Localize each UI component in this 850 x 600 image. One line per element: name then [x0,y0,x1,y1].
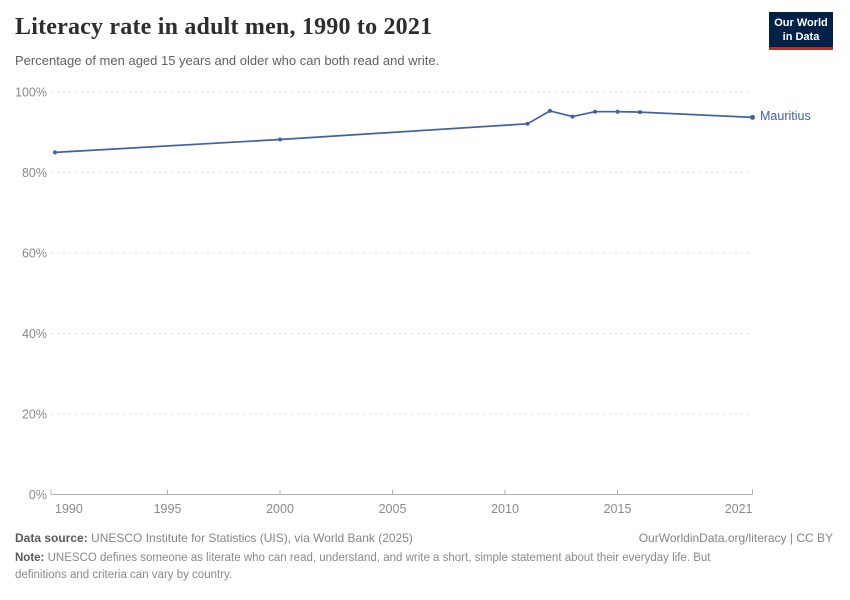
x-tick-label: 2010 [491,502,519,516]
data-point[interactable] [53,150,57,155]
y-tick-label: 40% [22,327,47,341]
data-source-value[interactable]: UNESCO Institute for Statistics (UIS), v… [91,531,413,545]
data-point[interactable] [593,109,597,114]
y-tick-label: 80% [22,166,47,180]
entity-label-mauritius[interactable]: Mauritius [760,109,811,124]
owid-url-license-link[interactable]: OurWorldinData.org/literacy | CC BY [638,531,833,545]
x-tick-label: 1995 [154,502,182,516]
y-tick-label: 20% [22,408,47,422]
data-source-label: Data source: [15,531,88,545]
x-tick-label: 2000 [266,502,294,516]
note-value: UNESCO defines someone as literate who c… [15,552,711,581]
data-point[interactable] [548,108,552,113]
x-tick-label: 2015 [604,502,632,516]
y-tick-label: 100% [15,86,47,100]
x-tick-label: 1990 [55,502,83,516]
data-point[interactable] [638,110,642,115]
chart-subtitle: Percentage of men aged 15 years and olde… [15,53,440,68]
owid-logo-line1: Our World [774,17,828,29]
data-point[interactable] [525,121,530,126]
series-line-mauritius[interactable] [54,110,754,154]
owid-logo[interactable]: Our World in Data [769,12,833,50]
data-source-line: Data source: UNESCO Institute for Statis… [15,531,413,545]
data-point[interactable] [278,137,282,142]
y-tick-label: 60% [22,247,47,261]
note-label: Note: [15,552,45,564]
chart-note: Note: UNESCO defines someone as literate… [15,550,715,583]
data-point[interactable] [615,109,620,114]
data-point[interactable] [750,114,755,120]
chart-footer: Data source: UNESCO Institute for Statis… [15,531,833,583]
owid-logo-line2: in Data [782,31,820,44]
page-title: Literacy rate in adult men, 1990 to 2021 [15,14,433,40]
y-tick-label: 0% [29,488,47,502]
x-tick-label: 2021 [725,502,753,516]
x-tick-label: 2005 [379,502,407,516]
data-point[interactable] [570,114,575,119]
